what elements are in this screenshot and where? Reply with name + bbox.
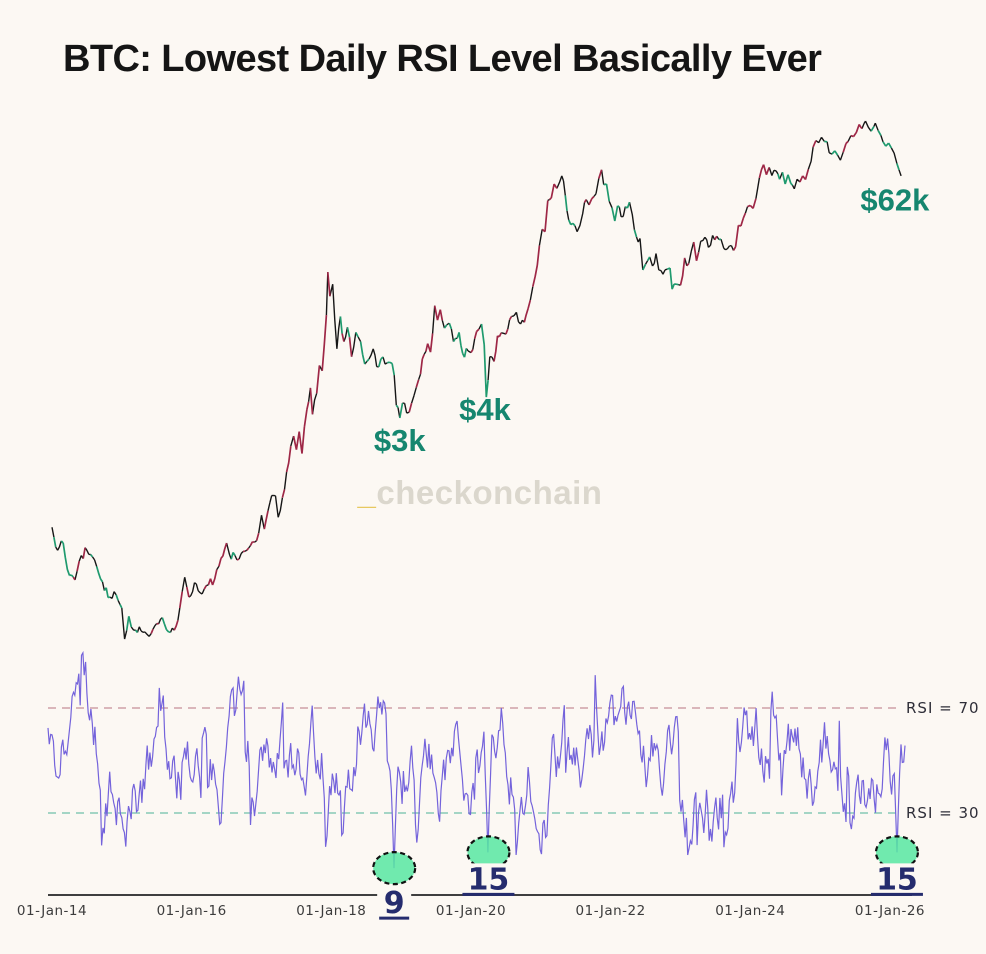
price-line-down-segments bbox=[53, 126, 900, 634]
x-tick-label-2020: 01-Jan-20 bbox=[436, 903, 506, 919]
rsi-oversold-label: RSI = 30 bbox=[906, 804, 980, 822]
rsi-low-value: 15 bbox=[468, 862, 510, 897]
rsi-low-value: 15 bbox=[876, 862, 918, 897]
x-tick-label-2022: 01-Jan-22 bbox=[576, 903, 646, 919]
rsi-line bbox=[47, 650, 906, 869]
price-line bbox=[51, 120, 902, 640]
price-annotation-4k: $4k bbox=[459, 392, 511, 427]
price-line-up-segments bbox=[72, 123, 863, 634]
x-tick-label-2024: 01-Jan-24 bbox=[715, 903, 785, 919]
x-tick-label-2014: 01-Jan-14 bbox=[17, 903, 87, 919]
rsi-low-value: 9 bbox=[384, 886, 405, 921]
price-annotation-62k: $62k bbox=[860, 182, 930, 217]
rsi-overbought-label: RSI = 70 bbox=[906, 699, 980, 717]
watermark: _checkonchain bbox=[357, 474, 603, 511]
price-annotation-3k: $3k bbox=[374, 423, 426, 458]
x-tick-label-2026: 01-Jan-26 bbox=[855, 903, 925, 919]
marker-label-backdrop bbox=[377, 887, 412, 918]
marker-label-backdrop bbox=[471, 863, 506, 894]
x-tick-label-2018: 01-Jan-18 bbox=[296, 903, 366, 919]
marker-label-backdrop bbox=[879, 863, 914, 894]
chart-title: BTC: Lowest Daily RSI Level Basically Ev… bbox=[63, 38, 822, 80]
rsi-low-marker bbox=[372, 851, 417, 886]
x-tick-label-2016: 01-Jan-16 bbox=[157, 903, 227, 919]
